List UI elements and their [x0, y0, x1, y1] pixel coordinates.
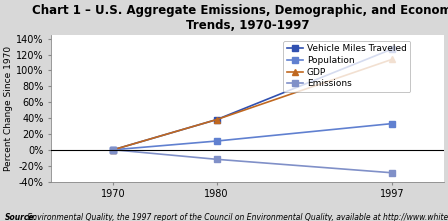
GDP — [389, 58, 395, 61]
Population — [389, 122, 395, 125]
Vehicle Miles Traveled — [111, 149, 116, 151]
Title: Chart 1 – U.S. Aggregate Emissions, Demographic, and Economic
Trends, 1970-1997: Chart 1 – U.S. Aggregate Emissions, Demo… — [32, 4, 448, 32]
Text: Source:: Source: — [4, 213, 37, 221]
Line: Emissions: Emissions — [110, 147, 395, 175]
Emissions — [111, 149, 116, 151]
Text: Environmental Quality, the 1997 report of the Council on Environmental Quality, : Environmental Quality, the 1997 report o… — [25, 213, 448, 221]
Line: Population: Population — [110, 121, 395, 152]
Vehicle Miles Traveled — [389, 48, 395, 50]
Population — [111, 149, 116, 151]
Vehicle Miles Traveled — [214, 118, 219, 121]
Population — [214, 140, 219, 142]
GDP — [214, 118, 219, 121]
Emissions — [214, 158, 219, 161]
Y-axis label: Percent Change Since 1970: Percent Change Since 1970 — [4, 46, 13, 171]
Line: Vehicle Miles Traveled: Vehicle Miles Traveled — [110, 46, 395, 152]
Emissions — [389, 171, 395, 174]
GDP — [111, 149, 116, 151]
Legend: Vehicle Miles Traveled, Population, GDP, Emissions: Vehicle Miles Traveled, Population, GDP,… — [284, 41, 410, 92]
Line: GDP: GDP — [110, 57, 395, 152]
